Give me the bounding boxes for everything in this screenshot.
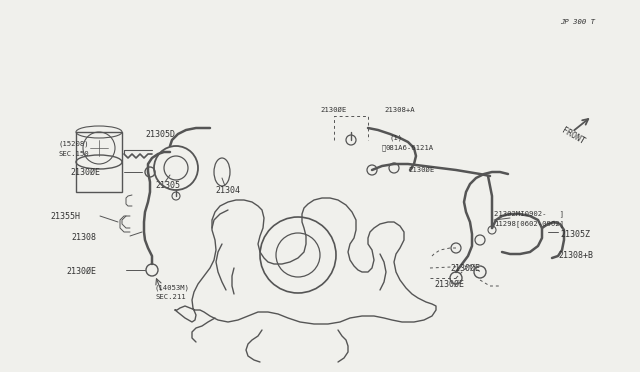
Text: 2130ØE: 2130ØE xyxy=(66,266,96,276)
Text: JP 300 T: JP 300 T xyxy=(560,19,595,25)
Text: (14053M): (14053M) xyxy=(155,285,190,291)
Text: 21305: 21305 xyxy=(155,180,180,189)
Text: 2130ØE: 2130ØE xyxy=(408,167,435,173)
Text: 21355H: 21355H xyxy=(50,212,80,221)
Text: SEC.150: SEC.150 xyxy=(58,151,88,157)
Text: 2130ØE: 2130ØE xyxy=(70,167,100,176)
Text: 21305Z: 21305Z xyxy=(560,230,590,238)
Text: 2130ØE: 2130ØE xyxy=(321,107,347,113)
Text: 21304: 21304 xyxy=(215,186,240,195)
Text: 2130ØE: 2130ØE xyxy=(434,279,464,289)
Text: SEC.211: SEC.211 xyxy=(155,294,186,300)
Text: 2130ØE: 2130ØE xyxy=(450,263,480,273)
Text: 21308+A: 21308+A xyxy=(385,107,415,113)
Text: FRONT: FRONT xyxy=(560,126,586,146)
Text: 21308+B: 21308+B xyxy=(558,251,593,260)
Text: 21308: 21308 xyxy=(71,232,96,241)
Bar xyxy=(76,132,122,192)
Text: 11298[0602-0902]: 11298[0602-0902] xyxy=(494,221,564,227)
Text: 21305D: 21305D xyxy=(145,129,175,138)
Text: 21302MI0902-   ]: 21302MI0902- ] xyxy=(494,211,564,217)
Text: (1): (1) xyxy=(390,135,403,141)
Text: (15208): (15208) xyxy=(58,141,88,147)
Text: 081A6-6121A: 081A6-6121A xyxy=(386,145,434,151)
Text: Ⓑ: Ⓑ xyxy=(382,145,386,151)
